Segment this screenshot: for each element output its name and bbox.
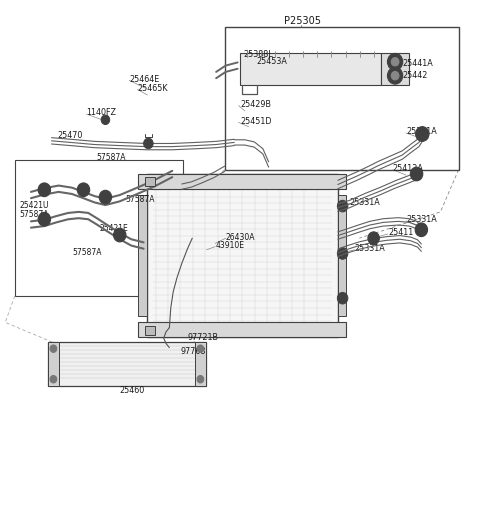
- Text: 25464E: 25464E: [129, 75, 159, 84]
- Circle shape: [38, 183, 50, 197]
- Text: 25465K: 25465K: [137, 84, 168, 93]
- Circle shape: [38, 213, 50, 226]
- Text: 25331A: 25331A: [406, 215, 437, 224]
- Circle shape: [410, 167, 423, 181]
- Text: 25451D: 25451D: [240, 117, 272, 126]
- Text: P25305: P25305: [284, 16, 321, 26]
- Circle shape: [144, 138, 153, 149]
- Bar: [48, 342, 59, 386]
- Circle shape: [114, 228, 126, 242]
- Bar: [15, 160, 183, 296]
- Text: 25460: 25460: [120, 386, 145, 395]
- Circle shape: [197, 345, 204, 352]
- Text: 57587A: 57587A: [72, 249, 101, 258]
- Circle shape: [50, 345, 57, 352]
- Bar: [195, 342, 205, 386]
- Text: 1140FZ: 1140FZ: [86, 108, 116, 117]
- Circle shape: [391, 71, 399, 80]
- Circle shape: [101, 115, 110, 124]
- Circle shape: [77, 183, 90, 197]
- Bar: [138, 322, 347, 337]
- Circle shape: [368, 232, 379, 244]
- Circle shape: [99, 190, 112, 204]
- Bar: [381, 53, 409, 85]
- Circle shape: [415, 223, 428, 236]
- Text: 25429B: 25429B: [240, 100, 271, 109]
- Text: 25388L: 25388L: [244, 50, 274, 59]
- Text: 25331A: 25331A: [406, 127, 437, 136]
- Text: 25331A: 25331A: [350, 198, 381, 207]
- Text: 97768: 97768: [180, 347, 206, 356]
- Text: 25442: 25442: [402, 70, 428, 79]
- Circle shape: [337, 200, 348, 212]
- Circle shape: [337, 293, 348, 304]
- Bar: [138, 195, 147, 316]
- Bar: [144, 177, 155, 186]
- Text: 25470: 25470: [58, 131, 83, 140]
- Bar: [147, 174, 338, 337]
- Bar: [240, 53, 381, 85]
- Bar: [225, 26, 458, 170]
- Bar: [138, 174, 347, 189]
- Text: 57587A: 57587A: [20, 210, 49, 219]
- Bar: [48, 342, 205, 386]
- Text: 25331A: 25331A: [355, 244, 385, 253]
- Circle shape: [50, 376, 57, 383]
- Text: 25453A: 25453A: [257, 58, 288, 67]
- Text: 25421U: 25421U: [20, 201, 49, 210]
- Text: 57587A: 57587A: [125, 195, 155, 204]
- Circle shape: [391, 58, 399, 66]
- Circle shape: [337, 248, 348, 259]
- Text: 25411: 25411: [388, 229, 413, 238]
- Bar: [338, 195, 347, 316]
- Text: 25421E: 25421E: [99, 224, 128, 233]
- Text: 57587A: 57587A: [96, 153, 125, 162]
- Bar: [144, 325, 155, 335]
- Circle shape: [197, 376, 204, 383]
- Text: 26430A: 26430A: [226, 233, 255, 242]
- Text: 43910E: 43910E: [215, 241, 244, 250]
- Circle shape: [387, 67, 403, 84]
- Text: 25441A: 25441A: [402, 59, 433, 68]
- Circle shape: [387, 53, 403, 70]
- Text: 97721B: 97721B: [188, 333, 218, 342]
- Circle shape: [416, 126, 429, 141]
- Text: 25412A: 25412A: [393, 164, 423, 173]
